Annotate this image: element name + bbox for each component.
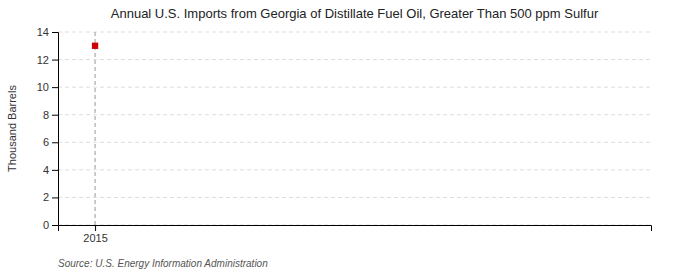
plot: 0 2 4 6 8 10 12 14 2015	[37, 26, 652, 244]
source: Source: U.S. Energy Information Administ…	[58, 258, 268, 269]
y-tick-mark	[52, 225, 58, 226]
y-tick-label: 4	[43, 164, 49, 176]
y-axis-line	[52, 33, 59, 226]
grid-line	[58, 59, 651, 60]
y-tick-label: 12	[37, 54, 49, 66]
grid-line	[58, 32, 651, 33]
x-tick-label: 2015	[83, 232, 107, 244]
y-tick-label: 2	[43, 191, 49, 203]
reference-line	[95, 32, 96, 225]
y-tick-label: 10	[37, 81, 49, 93]
title: Annual U.S. Imports from Georgia of Dist…	[111, 6, 599, 21]
y-tick-label: 6	[43, 136, 49, 148]
y-tick: 10	[37, 81, 58, 93]
x-tick-mark	[95, 225, 96, 231]
grid-line	[58, 169, 651, 170]
grid-line	[58, 197, 651, 198]
grid-line	[58, 114, 651, 115]
y-tick-label: 14	[37, 26, 49, 38]
y-tick: 8	[43, 109, 58, 121]
grid-line	[58, 142, 651, 143]
y-tick-mark	[52, 170, 58, 171]
y-tick: 14	[37, 26, 58, 38]
y-tick: 6	[43, 136, 58, 148]
y-tick: 0	[43, 219, 58, 231]
point	[92, 43, 98, 49]
x-axis: 2015	[59, 225, 652, 244]
y-tick-mark	[52, 32, 58, 33]
marks	[92, 32, 98, 225]
y-tick-label: 0	[43, 219, 49, 231]
y-tick-label: 8	[43, 109, 49, 121]
x-tick: 2015	[83, 225, 107, 244]
grid	[58, 32, 651, 225]
y-tick-mark	[52, 115, 58, 116]
y-tick: 4	[43, 164, 58, 176]
y-tick-mark	[52, 60, 58, 61]
x-axis-line	[59, 226, 652, 232]
grid-line	[58, 87, 651, 88]
chart: 0 2 4 6 8 10 12 14 2015 Annual U.S. Imports from …	[0, 0, 675, 275]
y-axis: 0 2 4 6 8 10 12 14	[37, 26, 59, 231]
y-axis-title: Thousand Barrels	[6, 85, 18, 172]
y-tick: 2	[43, 191, 58, 203]
y-tick: 12	[37, 54, 58, 66]
y-tick-mark	[52, 142, 58, 143]
y-tick-mark	[52, 197, 58, 198]
y-tick-mark	[52, 87, 58, 88]
